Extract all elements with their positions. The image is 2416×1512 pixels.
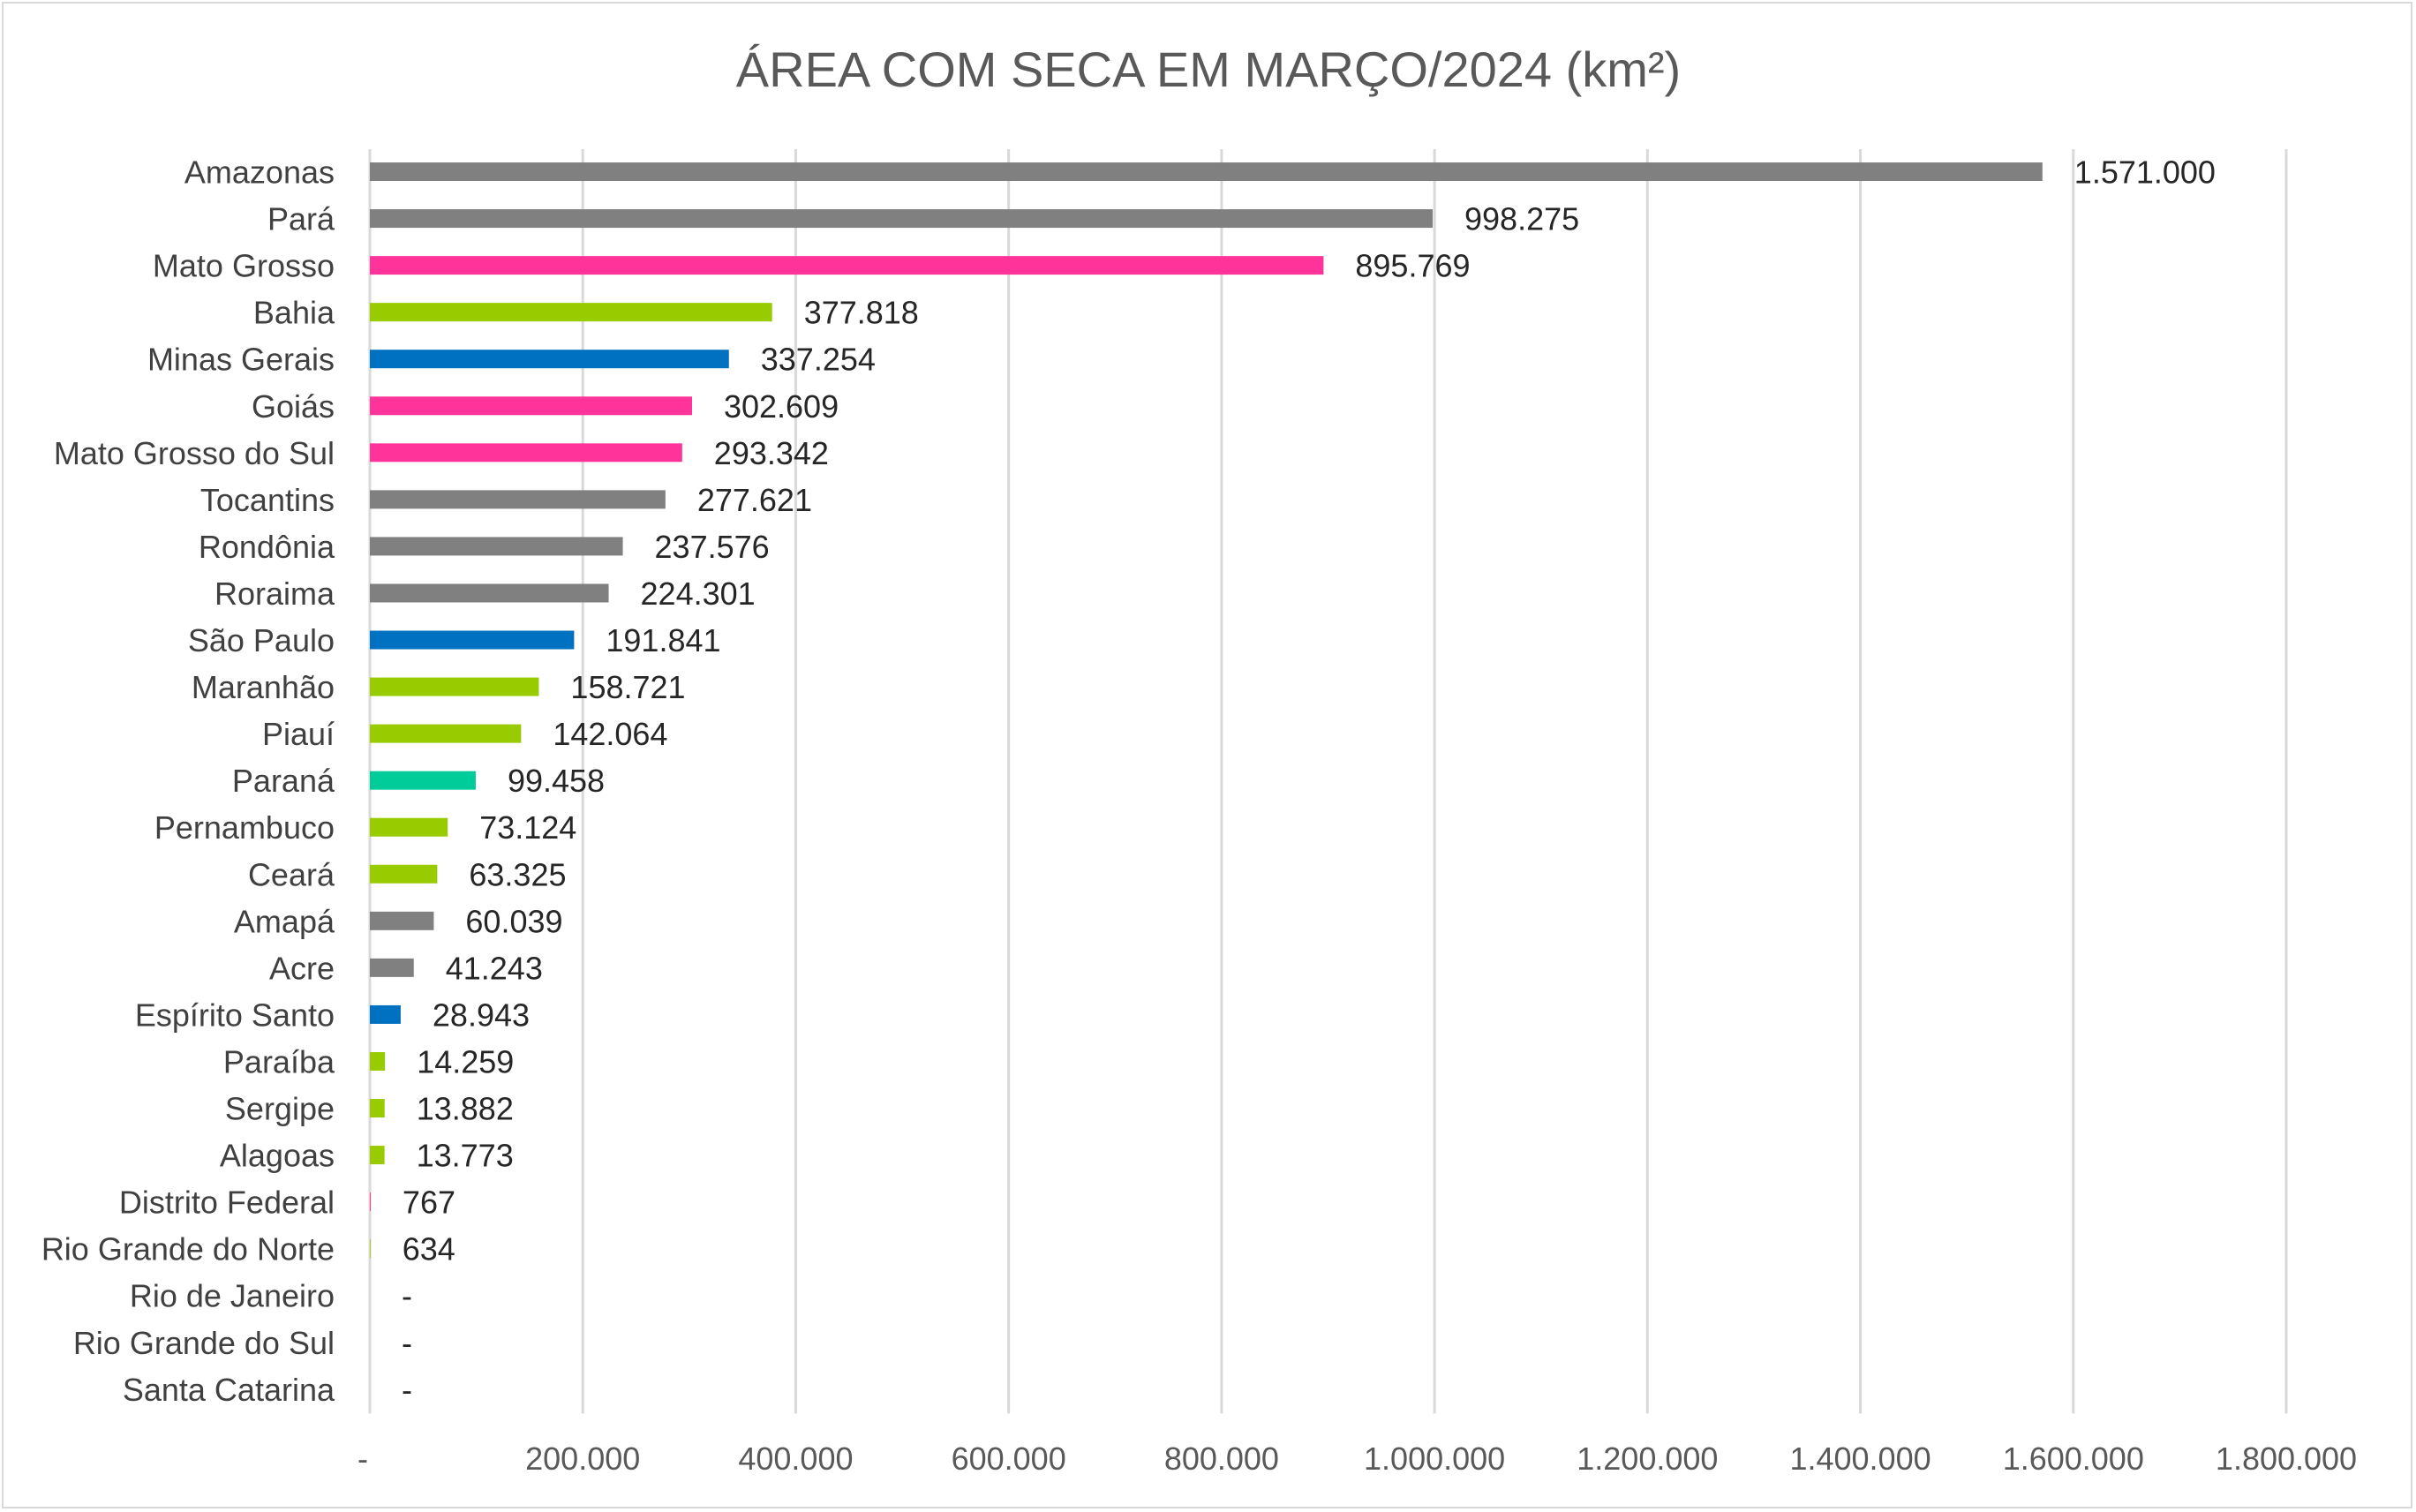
bar	[370, 303, 772, 322]
bar	[370, 1192, 371, 1212]
bar	[370, 911, 434, 930]
data-label: 158.721	[570, 669, 685, 705]
bar	[370, 1146, 385, 1165]
data-label: 224.301	[641, 575, 756, 612]
x-tick-label: 200.000	[525, 1441, 640, 1477]
category-label: Ceará	[248, 856, 335, 892]
data-label: 377.818	[804, 295, 919, 331]
bar	[370, 162, 2043, 182]
bar	[370, 583, 609, 603]
data-label: 14.259	[417, 1043, 514, 1079]
gridlines	[368, 149, 2288, 1414]
bar	[370, 1239, 371, 1259]
x-tick-label: 600.000	[952, 1441, 1066, 1477]
data-label: 998.275	[1464, 201, 1579, 237]
data-label: 277.621	[697, 482, 812, 518]
data-label: 191.841	[606, 622, 720, 658]
category-label: Pernambuco	[154, 809, 335, 846]
data-label: 41.243	[446, 950, 543, 986]
x-tick-label: 1.600.000	[2003, 1441, 2144, 1477]
bar	[370, 958, 414, 977]
bar-chart: ÁREA COM SECA EM MARÇO/2024 (km²) Amazon…	[41, 41, 2357, 1477]
bar	[370, 256, 1324, 275]
category-label: Sergipe	[225, 1091, 335, 1127]
category-label: Espírito Santo	[135, 997, 335, 1033]
data-label: -	[402, 1372, 412, 1408]
category-label: Roraima	[215, 575, 335, 612]
data-label: 73.124	[479, 809, 576, 846]
x-tick-label: 800.000	[1164, 1441, 1279, 1477]
bar	[370, 864, 438, 884]
data-label: 63.325	[469, 856, 566, 892]
category-label: Pará	[267, 201, 335, 237]
category-label: Bahia	[253, 295, 335, 331]
category-label: Goiás	[252, 388, 335, 425]
x-tick-label: 1.800.000	[2216, 1441, 2357, 1477]
data-label: -	[402, 1325, 412, 1361]
category-label: Piauí	[262, 716, 335, 752]
category-label: Acre	[269, 950, 335, 986]
bar	[370, 209, 1434, 229]
bar	[370, 1004, 401, 1024]
data-label: 13.882	[417, 1091, 514, 1127]
bars	[370, 162, 2043, 1259]
bar	[370, 350, 729, 369]
data-label: -	[402, 1278, 412, 1314]
x-tick-label: 400.000	[738, 1441, 853, 1477]
category-label: Mato Grosso	[153, 248, 335, 284]
category-label: Amazonas	[184, 154, 335, 191]
bar	[370, 817, 448, 837]
data-label: 302.609	[724, 388, 839, 425]
category-label: Minas Gerais	[147, 342, 335, 378]
bar	[370, 1099, 385, 1118]
data-label: 634	[403, 1231, 455, 1268]
category-label: Rondônia	[199, 529, 335, 565]
data-label: 99.458	[508, 763, 605, 799]
bar	[370, 537, 623, 556]
category-label: Rio de Janeiro	[130, 1278, 335, 1314]
category-label: Distrito Federal	[119, 1185, 335, 1221]
category-labels: Amazonas Pará Mato Grosso Bahia Minas Gerais…	[41, 154, 335, 1408]
category-label: Amapá	[234, 903, 335, 939]
category-label: Tocantins	[200, 482, 335, 518]
category-label: Rio Grande do Sul	[73, 1325, 335, 1361]
x-tick-label: 1.200.000	[1577, 1441, 1718, 1477]
x-tick-label: 1.400.000	[1789, 1441, 1931, 1477]
category-label: Mato Grosso do Sul	[54, 435, 335, 471]
bar	[370, 724, 522, 743]
x-tick-label: -	[358, 1441, 368, 1477]
data-label: 28.943	[433, 997, 530, 1033]
data-labels: 1.571.000 998.275 895.769 377.818 337.254 302…	[402, 154, 2216, 1408]
bar	[370, 396, 692, 416]
category-label: São Paulo	[188, 622, 335, 658]
category-label: Santa Catarina	[123, 1372, 335, 1408]
data-label: 142.064	[553, 716, 667, 752]
bar	[370, 630, 575, 650]
data-label: 337.254	[761, 342, 876, 378]
category-label: Paraná	[232, 763, 335, 799]
data-label: 767	[403, 1185, 455, 1221]
x-tick-label: 1.000.000	[1364, 1441, 1505, 1477]
data-label: 237.576	[655, 529, 770, 565]
data-label: 895.769	[1355, 248, 1470, 284]
category-label: Alagoas	[220, 1138, 335, 1174]
category-label: Maranhão	[192, 669, 335, 705]
bar	[370, 1051, 386, 1071]
bar	[370, 443, 682, 463]
data-label: 293.342	[714, 435, 829, 471]
bar	[370, 490, 666, 509]
category-label: Paraíba	[223, 1043, 335, 1079]
category-label: Rio Grande do Norte	[41, 1231, 335, 1268]
data-label: 1.571.000	[2074, 154, 2216, 191]
x-axis-ticks: - 200.000 400.000 600.000 800.000 1.000.000 1.…	[358, 1441, 2357, 1477]
bar	[370, 677, 539, 696]
chart-title: ÁREA COM SECA EM MARÇO/2024 (km²)	[736, 41, 1681, 97]
data-label: 60.039	[465, 903, 562, 939]
bar	[370, 771, 476, 790]
data-label: 13.773	[417, 1138, 514, 1174]
